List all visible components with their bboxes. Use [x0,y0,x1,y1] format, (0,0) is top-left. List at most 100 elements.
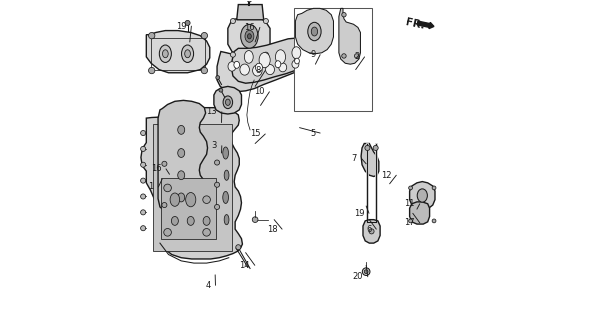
Ellipse shape [248,34,251,39]
Circle shape [369,229,374,234]
Ellipse shape [223,96,233,108]
Text: 20: 20 [352,272,363,281]
Text: 3: 3 [211,141,217,150]
Circle shape [252,217,258,222]
Text: 13: 13 [207,107,217,116]
Circle shape [148,68,155,74]
Circle shape [432,186,436,190]
Polygon shape [146,31,210,73]
Circle shape [201,32,207,39]
Text: 5: 5 [310,129,315,138]
Text: 4: 4 [206,281,211,290]
Polygon shape [158,100,207,215]
Ellipse shape [292,60,299,68]
Circle shape [201,68,207,74]
Ellipse shape [163,50,168,58]
Ellipse shape [203,216,210,225]
Ellipse shape [187,216,194,225]
Circle shape [141,194,146,199]
Circle shape [141,162,146,167]
Text: 17: 17 [405,218,415,227]
Polygon shape [231,38,323,83]
Text: 14: 14 [239,261,250,270]
Text: 11: 11 [405,199,415,208]
Circle shape [214,182,220,187]
Text: 9: 9 [310,50,315,59]
Polygon shape [228,17,270,57]
Polygon shape [339,8,361,64]
Circle shape [219,88,223,92]
Circle shape [141,178,146,183]
Ellipse shape [182,45,194,62]
Ellipse shape [266,65,274,75]
Circle shape [162,161,167,166]
Ellipse shape [223,147,229,159]
Ellipse shape [308,22,321,41]
Text: 8: 8 [255,66,261,75]
Polygon shape [141,108,242,259]
Text: 10: 10 [254,87,265,96]
Ellipse shape [276,50,286,64]
Ellipse shape [417,189,427,202]
Ellipse shape [223,191,229,204]
Circle shape [355,54,359,58]
Ellipse shape [292,47,301,59]
Circle shape [362,268,370,276]
Circle shape [164,228,172,236]
Text: 15: 15 [250,130,261,139]
Circle shape [216,76,220,79]
Circle shape [230,52,235,57]
Ellipse shape [308,44,315,54]
Ellipse shape [159,45,172,62]
Text: 18: 18 [267,225,277,234]
Polygon shape [153,124,232,252]
Circle shape [365,145,370,150]
Ellipse shape [226,99,230,105]
Ellipse shape [234,61,239,68]
Polygon shape [161,178,216,239]
Text: 12: 12 [381,171,391,180]
Ellipse shape [240,64,249,75]
Circle shape [432,219,436,223]
Circle shape [164,184,172,192]
Ellipse shape [252,65,262,76]
Ellipse shape [259,52,270,68]
Ellipse shape [275,61,281,68]
Circle shape [203,228,210,236]
Circle shape [263,52,268,57]
Ellipse shape [241,24,258,48]
Text: 16: 16 [245,23,255,32]
Circle shape [141,146,146,151]
Text: 1: 1 [148,182,154,191]
Ellipse shape [245,30,254,42]
Circle shape [141,226,146,231]
Ellipse shape [295,58,299,64]
Text: FR.: FR. [405,17,426,31]
Ellipse shape [186,193,196,207]
Circle shape [364,270,368,274]
Polygon shape [410,202,429,224]
Ellipse shape [178,125,185,134]
Text: 7: 7 [351,154,356,163]
Circle shape [141,131,146,136]
Ellipse shape [311,27,318,36]
Ellipse shape [255,63,263,71]
FancyArrow shape [417,21,434,28]
Circle shape [230,19,235,24]
Polygon shape [363,220,380,243]
Circle shape [263,19,268,24]
Ellipse shape [228,62,236,71]
Bar [294,8,372,111]
Circle shape [214,204,220,210]
Text: 6: 6 [366,225,372,234]
Circle shape [247,0,252,2]
Circle shape [409,219,412,223]
Circle shape [148,32,155,39]
Ellipse shape [178,171,185,180]
Circle shape [236,245,241,250]
Circle shape [342,12,346,17]
Text: 2: 2 [355,52,360,61]
Polygon shape [361,143,379,177]
Circle shape [141,210,146,215]
Polygon shape [237,4,264,20]
